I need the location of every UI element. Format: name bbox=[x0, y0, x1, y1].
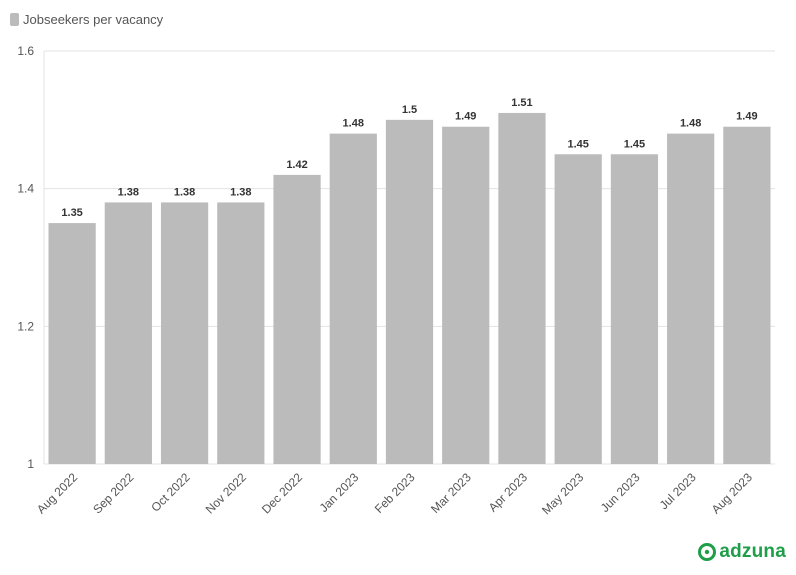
y-tick-label: 1.4 bbox=[17, 182, 34, 196]
brand-name: adzuna bbox=[719, 541, 786, 562]
x-tick-label: Dec 2022 bbox=[259, 470, 305, 516]
data-label: 1.38 bbox=[174, 186, 195, 198]
y-tick-label: 1.6 bbox=[17, 44, 34, 58]
x-tick-label: Feb 2023 bbox=[372, 470, 418, 516]
bar bbox=[217, 202, 265, 464]
x-tick-label: Mar 2023 bbox=[428, 470, 474, 516]
x-tick-label: Jan 2023 bbox=[317, 470, 362, 515]
bar bbox=[442, 126, 490, 464]
adzuna-logo-icon bbox=[698, 543, 717, 561]
data-label: 1.48 bbox=[343, 118, 364, 130]
x-tick-label: Jul 2023 bbox=[657, 470, 699, 512]
data-label: 1.38 bbox=[230, 186, 251, 198]
legend: Jobseekers per vacancy bbox=[10, 12, 163, 27]
legend-swatch bbox=[10, 13, 19, 26]
bar bbox=[498, 112, 546, 464]
x-tick-label: Aug 2023 bbox=[709, 470, 755, 516]
bar bbox=[48, 223, 96, 464]
data-label: 1.45 bbox=[624, 138, 645, 150]
data-label: 1.35 bbox=[61, 207, 82, 219]
bar bbox=[667, 133, 715, 464]
legend-label: Jobseekers per vacancy bbox=[23, 12, 164, 27]
x-tick-label: May 2023 bbox=[539, 470, 586, 517]
bar bbox=[385, 119, 434, 464]
data-label: 1.48 bbox=[680, 118, 701, 130]
bar bbox=[329, 133, 377, 464]
bar bbox=[273, 174, 321, 464]
bar bbox=[104, 202, 152, 464]
bar bbox=[610, 154, 659, 464]
y-tick-label: 1 bbox=[27, 457, 34, 471]
x-tick-label: Jun 2023 bbox=[598, 470, 643, 515]
data-label: 1.45 bbox=[567, 138, 588, 150]
x-tick-label: Nov 2022 bbox=[203, 470, 249, 516]
data-label: 1.49 bbox=[736, 111, 757, 123]
bar bbox=[554, 154, 602, 464]
x-tick-label: Aug 2022 bbox=[34, 470, 80, 516]
y-axis-ticks: 1 1.2 1.4 1.6 bbox=[17, 44, 34, 471]
x-tick-label: Oct 2022 bbox=[148, 470, 193, 515]
x-tick-label: Sep 2022 bbox=[90, 470, 136, 516]
bar bbox=[723, 126, 771, 464]
bar bbox=[160, 202, 209, 464]
data-label: 1.38 bbox=[118, 186, 139, 198]
data-labels: 1.35 1.38 1.38 1.38 1.42 1.48 1.5 1.49 1.51 1.45 1… bbox=[61, 97, 757, 219]
data-label: 1.51 bbox=[511, 97, 532, 109]
bars bbox=[48, 112, 771, 464]
data-label: 1.49 bbox=[455, 111, 476, 123]
data-label: 1.42 bbox=[286, 159, 307, 171]
y-tick-label: 1.2 bbox=[17, 319, 34, 333]
x-axis-ticks: Aug 2022 Sep 2022 Oct 2022 Nov 2022 Dec 2022… bbox=[34, 470, 755, 517]
data-label: 1.5 bbox=[402, 104, 417, 116]
brand-logo: adzuna bbox=[697, 541, 786, 563]
x-tick-label: Apr 2023 bbox=[486, 470, 531, 515]
